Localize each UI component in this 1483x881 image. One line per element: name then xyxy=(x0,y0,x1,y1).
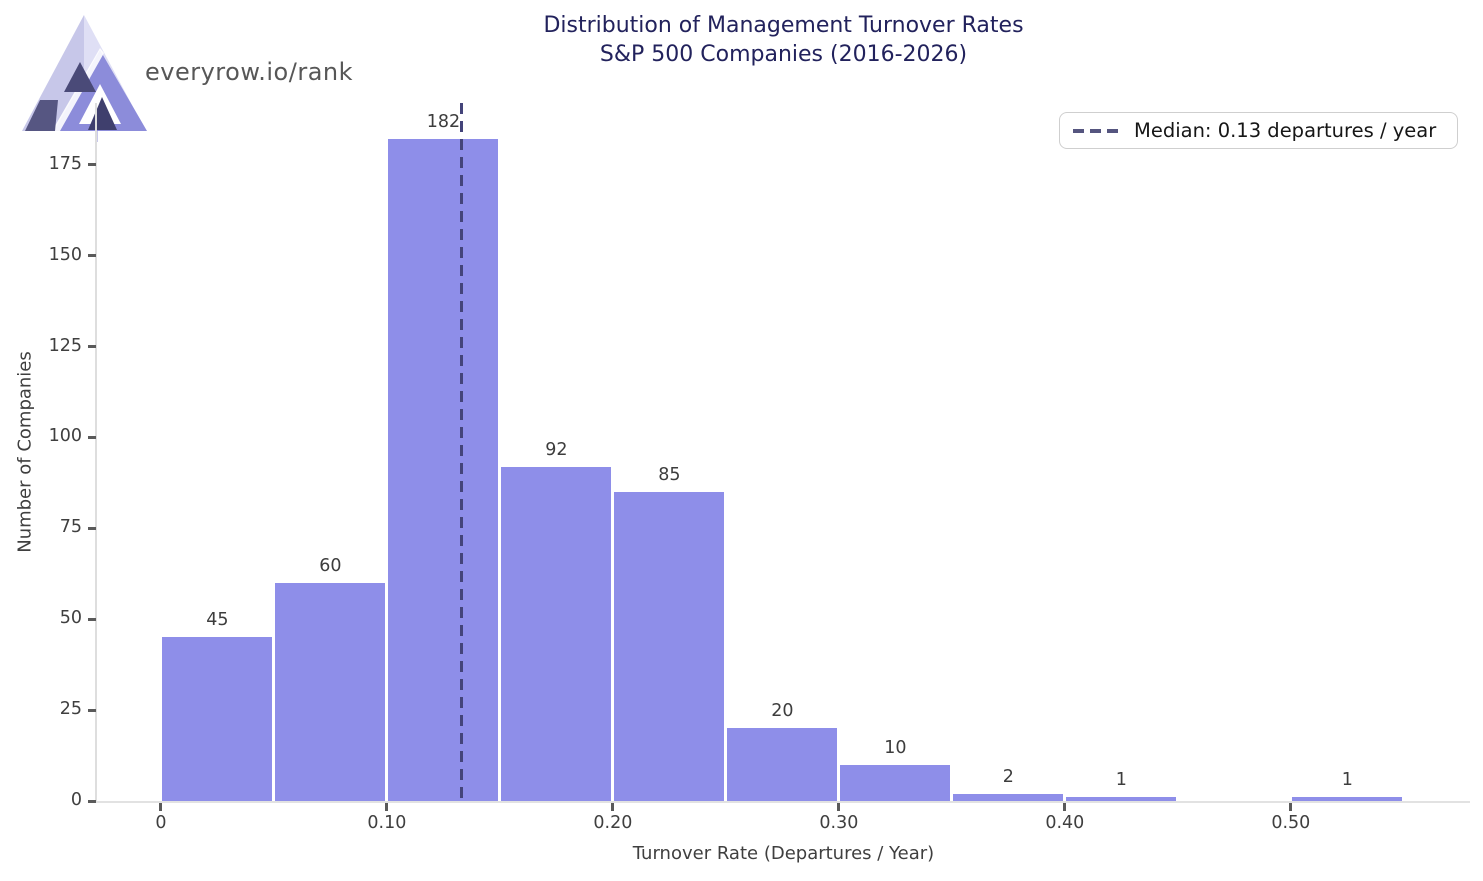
histogram-bar xyxy=(162,637,273,801)
x-tick-label: 0.30 xyxy=(819,813,859,833)
x-tick-label: 0.20 xyxy=(593,813,633,833)
bar-value-label: 2 xyxy=(1002,766,1014,787)
x-tick-mark xyxy=(385,803,389,811)
y-tick-mark xyxy=(88,617,96,621)
brand-url: everyrow.io/rank xyxy=(145,58,354,86)
legend: Median: 0.13 departures / year xyxy=(1059,112,1458,149)
bar-value-label: 10 xyxy=(884,737,907,758)
histogram-bar xyxy=(727,728,838,801)
bar-value-label: 1 xyxy=(1115,770,1127,791)
x-tick-mark xyxy=(837,803,841,811)
median-dashed-line-swatch xyxy=(1073,128,1118,133)
y-tick-mark xyxy=(88,254,96,258)
histogram-bar xyxy=(1292,797,1403,801)
x-tick-mark xyxy=(1289,803,1293,811)
x-tick-mark xyxy=(611,803,615,811)
median-line xyxy=(459,103,463,801)
x-axis-title: Turnover Rate (Departures / Year) xyxy=(632,843,935,864)
y-axis-title: Number of Companies xyxy=(14,351,36,553)
x-tick-label: 0.10 xyxy=(367,813,407,833)
bar-value-label: 60 xyxy=(319,555,342,576)
y-tick-mark xyxy=(88,799,96,803)
y-tick-label: 175 xyxy=(48,153,82,174)
x-axis-spine xyxy=(95,801,1470,803)
chart-title: Distribution of Management Turnover Rate… xyxy=(97,11,1470,69)
chart-title-line2: S&P 500 Companies (2016-2026) xyxy=(599,42,968,67)
x-tick-label: 0.50 xyxy=(1271,813,1311,833)
y-tick-mark xyxy=(88,526,96,530)
bar-value-label: 85 xyxy=(658,464,681,485)
bar-value-label: 182 xyxy=(426,112,461,133)
bar-value-label: 1 xyxy=(1341,770,1353,791)
y-tick-label: 125 xyxy=(48,335,82,356)
histogram-bar xyxy=(275,582,386,801)
y-tick-label: 50 xyxy=(59,608,82,629)
everyrow-logo-icon xyxy=(22,15,147,142)
y-tick-mark xyxy=(88,435,96,439)
y-tick-mark xyxy=(88,163,96,167)
bar-value-label: 92 xyxy=(545,439,568,460)
y-tick-label: 100 xyxy=(48,426,82,447)
x-tick-label: 0 xyxy=(155,813,167,833)
y-tick-mark xyxy=(88,708,96,712)
x-tick-mark xyxy=(1063,803,1067,811)
histogram-bar xyxy=(840,764,951,801)
histogram-bar xyxy=(614,491,725,801)
x-tick-mark xyxy=(159,803,163,811)
chart-title-line1: Distribution of Management Turnover Rate… xyxy=(543,13,1024,38)
y-tick-label: 75 xyxy=(59,517,82,538)
legend-label: Median: 0.13 departures / year xyxy=(1134,119,1437,142)
y-tick-label: 25 xyxy=(59,699,82,720)
y-tick-mark xyxy=(88,345,96,349)
histogram-bar xyxy=(388,139,499,801)
histogram-bar xyxy=(953,793,1064,801)
bar-value-label: 45 xyxy=(206,610,229,631)
histogram-bar xyxy=(501,466,612,801)
y-axis-spine xyxy=(95,103,97,802)
bar-value-label: 20 xyxy=(771,701,794,722)
y-tick-label: 0 xyxy=(70,790,82,810)
y-tick-label: 150 xyxy=(48,244,82,265)
x-tick-label: 0.40 xyxy=(1045,813,1085,833)
histogram-bar xyxy=(1066,797,1177,801)
